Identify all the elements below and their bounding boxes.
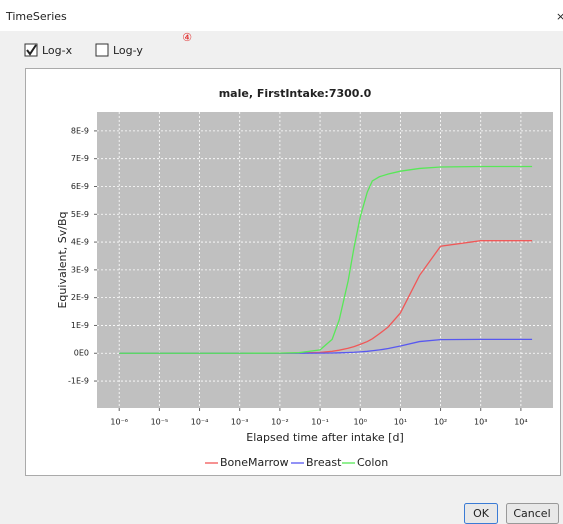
- checkbox-label: Log-x: [42, 44, 73, 57]
- window-title: TimeSeries: [5, 10, 67, 23]
- chart-title: male, FirstIntake:7300.0: [219, 87, 372, 100]
- x-tick-label: 10⁴: [514, 418, 527, 427]
- plot-area: [97, 112, 553, 408]
- legend-label: BoneMarrow: [220, 456, 289, 469]
- button-label: OK: [473, 507, 490, 520]
- x-tick-label: 10⁻⁶: [110, 418, 128, 427]
- log-x-checkbox[interactable]: Log-x: [24, 43, 73, 57]
- x-tick-label: 10⁰: [354, 418, 367, 427]
- x-axis-label: Elapsed time after intake [d]: [246, 431, 403, 444]
- legend-label: Colon: [357, 456, 388, 469]
- y-tick-label: 0E0: [74, 349, 89, 358]
- checkbox-label: Log-y: [113, 44, 143, 57]
- checkbox-box: [95, 43, 109, 57]
- check-mark: [26, 44, 37, 56]
- button-label: Cancel: [513, 507, 550, 520]
- legend-label: Breast: [306, 456, 342, 469]
- y-tick-label: 4E-9: [71, 238, 89, 247]
- y-tick-label: 8E-9: [71, 126, 89, 135]
- annotation: ④: [182, 31, 192, 44]
- x-tick-label: 10²: [434, 418, 447, 427]
- series-line: [119, 165, 533, 354]
- x-tick-label: 10⁻³: [231, 418, 249, 427]
- title-bar: [0, 0, 563, 31]
- x-tick-label: 10¹: [394, 418, 407, 427]
- log-y-checkbox[interactable]: Log-y: [95, 43, 143, 57]
- x-tick-label: 10⁻²: [271, 418, 289, 427]
- y-axis-label: Equivalent, Sv/Bq: [56, 211, 69, 308]
- cancel-button[interactable]: Cancel: [506, 503, 559, 524]
- close-button[interactable]: ×: [556, 10, 563, 23]
- y-tick-label: 6E-9: [71, 182, 89, 191]
- x-tick-label: 10⁻¹: [311, 418, 329, 427]
- x-tick-label: 10⁻⁵: [151, 418, 169, 427]
- x-tick-label: 10⁻⁴: [191, 418, 209, 427]
- y-tick-label: 1E-9: [71, 321, 89, 330]
- y-tick-label: 2E-9: [71, 293, 89, 302]
- x-tick-label: 10³: [474, 418, 487, 427]
- y-tick-label: 7E-9: [71, 154, 89, 163]
- ok-button[interactable]: OK: [464, 503, 498, 524]
- y-tick-label: 5E-9: [71, 210, 89, 219]
- y-tick-label: 3E-9: [71, 265, 89, 274]
- y-tick-label: -1E-9: [68, 377, 89, 386]
